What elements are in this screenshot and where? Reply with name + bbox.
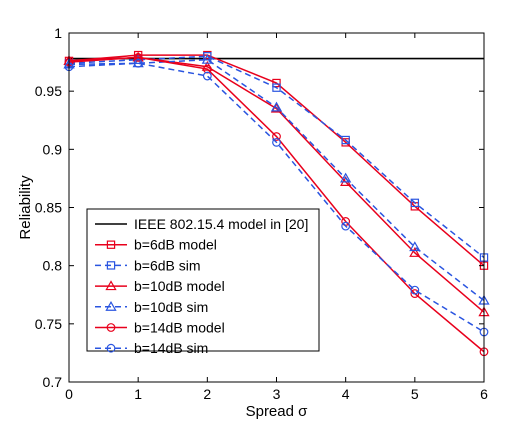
- data-point: [272, 78, 281, 88]
- legend-entry: b=14dB model: [95, 320, 225, 336]
- series-line: [68, 58, 485, 302]
- data-point: [270, 101, 283, 112]
- legend-label: b=10dB model: [134, 278, 225, 294]
- y-tick-label: 0.9: [43, 141, 63, 157]
- data-point: [409, 241, 421, 252]
- data-point: [410, 198, 420, 208]
- legend-label: b=14dB model: [134, 320, 225, 336]
- x-tick-label: 2: [203, 386, 211, 402]
- y-tick-label: 0.8: [43, 258, 63, 274]
- y-axis-label: Reliability: [17, 175, 34, 240]
- data-point: [340, 172, 352, 183]
- legend-label: b=6dB sim: [134, 257, 201, 273]
- legend-label: IEEE 802.15.4 model in [20]: [134, 216, 308, 232]
- y-tick-label: 0.85: [35, 200, 62, 216]
- x-tick-label: 3: [273, 386, 281, 402]
- legend-entry: b=6dB sim: [95, 257, 201, 273]
- legend-swatch-marker: [106, 323, 116, 332]
- legend-label: b=6dB model: [134, 237, 217, 253]
- x-tick-label: 6: [480, 386, 488, 402]
- ticks-layer: 0 1 2 3 4 5 6 0.7 0.75 0.8 0.85 0.9 0.95 1: [35, 25, 488, 402]
- data-point: [272, 137, 281, 147]
- data-point: [201, 53, 213, 64]
- data-point: [202, 71, 212, 81]
- series-layer: [63, 50, 490, 357]
- data-point: [133, 58, 143, 68]
- y-tick-label: 0.95: [35, 83, 62, 99]
- x-tick-label: 1: [134, 386, 142, 402]
- legend-entry: b=10dB model: [95, 278, 225, 294]
- data-point: [409, 247, 421, 257]
- legend-entry: IEEE 802.15.4 model in [20]: [95, 216, 308, 232]
- legend-entry: b=14dB sim: [95, 340, 208, 356]
- legend-swatch-marker: [105, 300, 117, 311]
- legend-swatch-marker: [106, 343, 116, 353]
- legend-swatch-marker: [106, 261, 116, 270]
- data-point: [341, 135, 350, 145]
- data-point: [272, 132, 281, 141]
- x-tick-label: 4: [342, 386, 350, 402]
- data-point: [272, 83, 281, 92]
- series-line: [68, 55, 485, 259]
- legend-entry: b=6dB model: [95, 237, 217, 253]
- x-axis-label: Spread σ: [246, 403, 309, 420]
- series-line: [68, 62, 485, 333]
- y-tick-label: 0.75: [35, 316, 62, 332]
- data-point: [203, 52, 212, 61]
- legend-entry: b=10dB sim: [95, 299, 208, 315]
- data-point: [202, 64, 212, 74]
- data-point: [410, 289, 420, 298]
- legend-label: b=14dB sim: [134, 340, 208, 356]
- data-point: [133, 53, 143, 62]
- y-tick-label: 1: [54, 25, 62, 41]
- x-tick-label: 0: [65, 386, 73, 402]
- data-point: [341, 221, 351, 231]
- y-tick-label: 0.7: [43, 374, 63, 390]
- legend-label: b=10dB sim: [134, 299, 208, 315]
- legend: IEEE 802.15.4 model in [20] b=6dB model b=…: [86, 208, 320, 356]
- legend-swatch-marker: [106, 240, 116, 249]
- x-tick-label: 5: [411, 386, 419, 402]
- legend-swatch-marker: [105, 280, 117, 291]
- data-point: [410, 285, 420, 295]
